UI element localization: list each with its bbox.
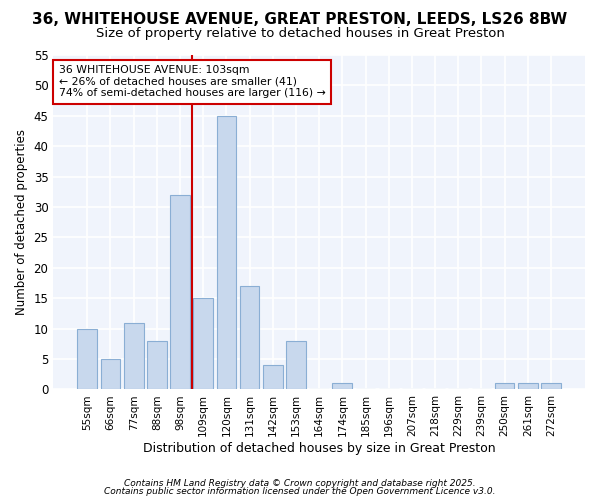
- Bar: [217, 116, 236, 390]
- Bar: [124, 322, 143, 390]
- Text: Size of property relative to detached houses in Great Preston: Size of property relative to detached ho…: [95, 28, 505, 40]
- Text: Contains public sector information licensed under the Open Government Licence v3: Contains public sector information licen…: [104, 487, 496, 496]
- Bar: [263, 365, 283, 390]
- Bar: [332, 384, 352, 390]
- Bar: [541, 384, 561, 390]
- Y-axis label: Number of detached properties: Number of detached properties: [15, 129, 28, 315]
- Text: Contains HM Land Registry data © Crown copyright and database right 2025.: Contains HM Land Registry data © Crown c…: [124, 478, 476, 488]
- Bar: [495, 384, 514, 390]
- Text: 36, WHITEHOUSE AVENUE, GREAT PRESTON, LEEDS, LS26 8BW: 36, WHITEHOUSE AVENUE, GREAT PRESTON, LE…: [32, 12, 568, 28]
- Bar: [170, 195, 190, 390]
- Bar: [286, 341, 306, 390]
- Bar: [147, 341, 167, 390]
- Bar: [77, 328, 97, 390]
- Text: 36 WHITEHOUSE AVENUE: 103sqm
← 26% of detached houses are smaller (41)
74% of se: 36 WHITEHOUSE AVENUE: 103sqm ← 26% of de…: [59, 65, 325, 98]
- Bar: [518, 384, 538, 390]
- Bar: [240, 286, 259, 390]
- Bar: [101, 359, 121, 390]
- Bar: [193, 298, 213, 390]
- X-axis label: Distribution of detached houses by size in Great Preston: Distribution of detached houses by size …: [143, 442, 496, 455]
